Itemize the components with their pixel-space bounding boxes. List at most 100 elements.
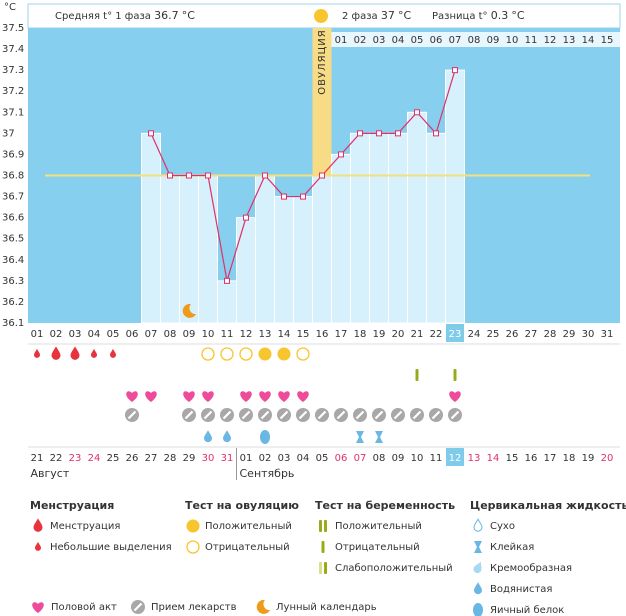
pill [353, 408, 367, 422]
month-label: Сентябрь [240, 467, 295, 480]
point [224, 277, 230, 284]
legend-label: Сухо [490, 521, 515, 532]
ovulation-label: ОВУЛЯЦИЯ [317, 29, 328, 95]
day-label: 17 [335, 329, 348, 340]
point [281, 193, 287, 200]
moon [256, 599, 270, 614]
point [338, 151, 344, 158]
date-label: 20 [601, 453, 614, 464]
bar-mark [324, 562, 327, 574]
date-label: 12 [449, 453, 462, 464]
sticky [474, 541, 482, 553]
point [205, 172, 211, 179]
heart [202, 391, 214, 402]
bar [350, 132, 370, 324]
heart [259, 391, 271, 402]
legend-label: Отрицательный [205, 542, 290, 553]
legend-label: Слабоположительный [335, 563, 453, 574]
drop [473, 561, 482, 574]
heart [32, 602, 44, 613]
egg-white [473, 603, 483, 616]
egg-white [260, 430, 270, 444]
drop [51, 346, 61, 360]
day-label: 12 [240, 329, 253, 340]
bar [312, 175, 332, 324]
phase2-day: 14 [582, 35, 595, 46]
drop [110, 348, 116, 358]
drop [35, 541, 41, 551]
legend-title: Тест на беременность [315, 499, 455, 512]
legend-label: Яичный белок [490, 605, 564, 616]
y-tick-label: 37.3 [2, 65, 24, 76]
bar [255, 175, 275, 324]
date-label: 31 [221, 453, 234, 464]
date-label: 15 [506, 453, 519, 464]
day-label: 03 [69, 329, 82, 340]
bar-mark [319, 562, 322, 574]
point [376, 130, 382, 137]
day-label: 29 [563, 329, 576, 340]
pill-line [450, 410, 460, 420]
month-label: Август [31, 467, 70, 480]
sticky [375, 431, 383, 443]
bar [369, 132, 389, 324]
y-tick-label: 36.7 [2, 192, 24, 203]
date-label: 16 [525, 453, 538, 464]
date-label: 04 [297, 453, 310, 464]
heart [183, 391, 195, 402]
pill [201, 408, 215, 422]
legend-label: Положительный [335, 521, 422, 532]
date-label: 17 [544, 453, 557, 464]
pill [334, 408, 348, 422]
phase2-day: 13 [563, 35, 576, 46]
heart [449, 391, 461, 402]
day-label: 15 [297, 329, 310, 340]
legend-label: Водянистая [490, 584, 552, 595]
pill [372, 408, 386, 422]
pregnancy-positive [319, 520, 327, 532]
phase2-day: 12 [544, 35, 557, 46]
legend-label: Положительный [205, 521, 292, 532]
y-tick-label: 37.5 [2, 23, 24, 34]
bar [445, 69, 465, 324]
pregnancy-weak [319, 562, 327, 574]
bar [217, 280, 237, 324]
point [262, 172, 268, 179]
legend-title: Тест на овуляцию [185, 499, 299, 512]
phase2-day: 01 [335, 35, 348, 46]
bar [388, 132, 408, 324]
date-label: 30 [202, 453, 215, 464]
legend-label: Прием лекарств [151, 602, 237, 613]
legend-title: Цервикальная жидкость [470, 499, 626, 512]
bar [179, 175, 199, 324]
drop [91, 348, 98, 358]
pill-line [412, 410, 422, 420]
pill [131, 600, 145, 614]
pill [220, 408, 234, 422]
day-label: 21 [411, 329, 424, 340]
phase2-day: 15 [601, 35, 614, 46]
bar-mark [319, 520, 322, 532]
day-label: 23 [449, 329, 462, 340]
ovulation-positive [277, 347, 291, 361]
phase1-summary: Средняя t° 1 фаза 36.7 °C [55, 9, 195, 22]
pill-line [127, 410, 137, 420]
date-label: 08 [373, 453, 386, 464]
ovulation-sun [314, 9, 328, 23]
pregnancy-negative [453, 369, 457, 381]
pill [182, 408, 196, 422]
heart [278, 391, 290, 402]
drop [474, 582, 482, 595]
pill-line [374, 410, 384, 420]
date-label: 23 [69, 453, 82, 464]
point [433, 130, 439, 137]
point [414, 109, 420, 116]
pill-line [393, 410, 403, 420]
day-label: 31 [601, 329, 614, 340]
day-label: 11 [221, 329, 234, 340]
y-tick-label: 36.2 [2, 297, 24, 308]
y-tick-label: 37 [2, 128, 15, 139]
y-tick-label: 36.6 [2, 213, 24, 224]
phase2-day: 06 [430, 35, 443, 46]
phase2-summary: 2 фаза 37 °C [342, 9, 412, 22]
